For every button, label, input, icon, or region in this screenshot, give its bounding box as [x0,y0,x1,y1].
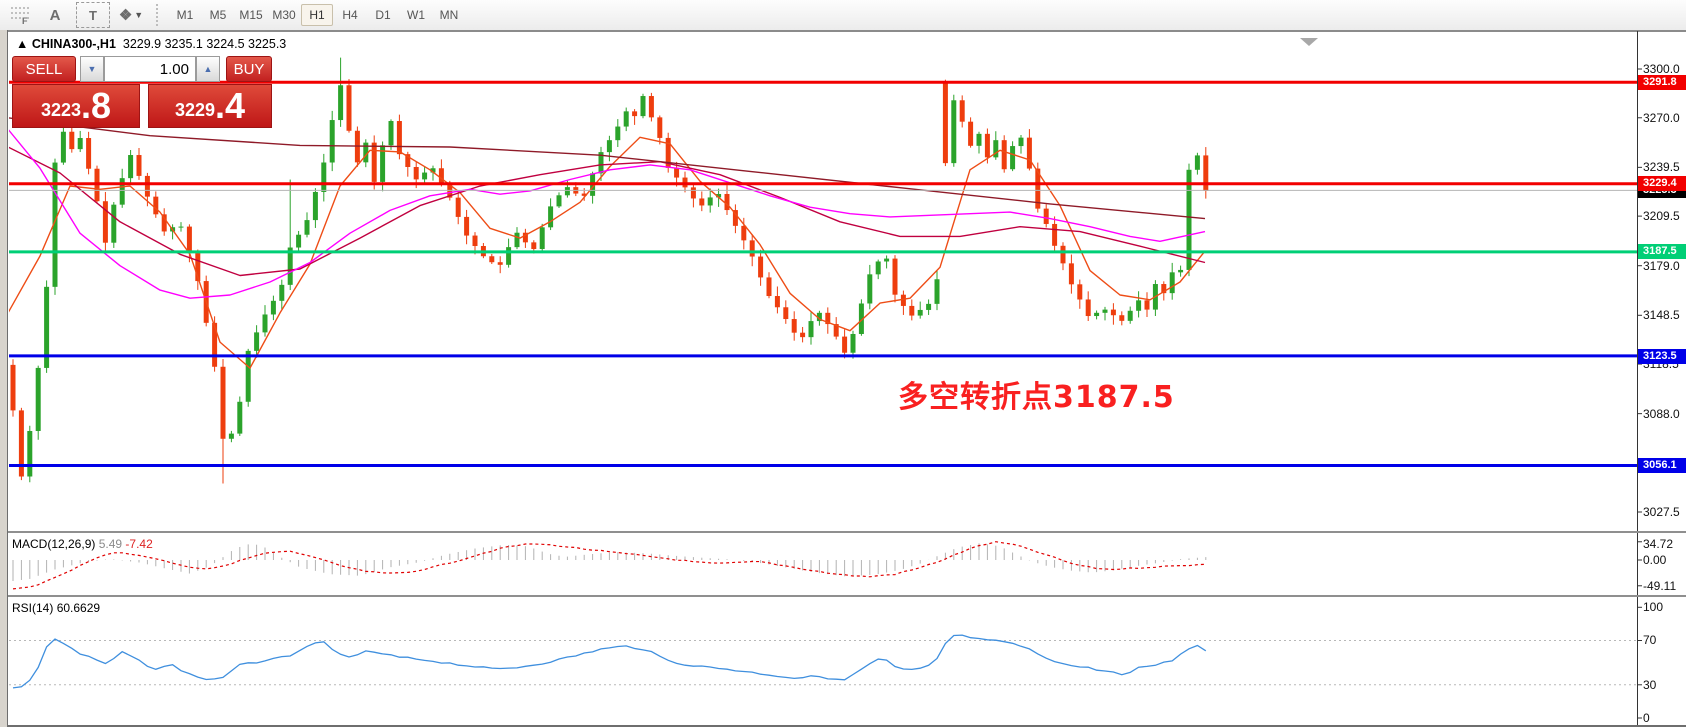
shapes-icon-glyph: ❖ [118,7,133,24]
tab-timeframe-mn[interactable]: MN [439,8,459,22]
price-badge-pivot: 3187.5 [1638,244,1686,259]
sell-quote[interactable]: 3223 .8 [12,84,140,128]
buy-price-main: 3229 [174,100,215,120]
ohlc-low: 3224.5 [206,37,245,51]
tab-timeframe-h4[interactable]: H4 [342,8,358,22]
macd-label: MACD(12,26,9) 5.49 -7.42 [12,537,153,551]
buy-quote[interactable]: 3229 .4 [148,84,272,128]
price-scale[interactable] [1638,31,1686,725]
fibonacci-icon-glyph: F [11,7,29,25]
rsi-panel-splitter[interactable] [8,595,1686,597]
sell-button[interactable]: SELL [12,56,76,82]
tab-timeframe-d1[interactable]: D1 [375,8,391,22]
collapse-arrow-icon[interactable]: ▲ [16,37,29,51]
price-badge-support-upper: 3123.5 [1638,349,1686,364]
tab-timeframe-h1[interactable]: H1 [301,4,333,26]
text-box-icon[interactable]: T [76,2,110,28]
rsi-name: RSI(14) [12,601,54,615]
ohlc-open: 3229.9 [122,37,162,51]
svg-text:F: F [22,16,28,25]
left-gutter [0,30,8,727]
price-tick: 3239.5 [1643,160,1680,174]
macd-scale-max: 34.72 [1643,537,1674,551]
volume-input[interactable] [104,56,196,82]
symbol-timeframe-label: CHINA300-,H1 [31,37,116,51]
chart-title: ▲ CHINA300-,H1 3229.9 3235.1 3224.5 3225… [16,37,286,51]
pivot-annotation: 多空转折点3187.5 [898,380,1175,415]
rsi-scale-0: 0 [1643,711,1650,725]
ohlc-close: 3225.3 [248,37,287,51]
price-tick: 3209.5 [1643,209,1680,223]
price-tick: 3179.0 [1643,259,1680,273]
window-bottom-border [8,725,1686,727]
sell-price-fraction: .8 [81,85,112,126]
text-label-icon[interactable]: A [49,6,61,24]
rsi-scale-70: 70 [1643,633,1657,647]
macd-panel-splitter[interactable] [8,531,1686,533]
fibonacci-icon[interactable]: F [8,3,34,27]
price-tick: 3270.0 [1643,111,1680,125]
volume-increase-button[interactable]: ▲ [196,56,220,82]
rsi-scale-100: 100 [1643,600,1664,614]
sell-price-main: 3223 [40,100,81,120]
rsi-value: 60.6629 [56,601,101,615]
rsi-scale-30: 30 [1643,678,1657,692]
buy-button[interactable]: BUY [226,56,272,82]
toolbar-separator [156,4,159,26]
tab-timeframe-w1[interactable]: W1 [407,8,425,22]
macd-signal-value: -7.42 [125,537,153,551]
ohlc-high: 3235.1 [164,37,203,51]
buy-price-fraction: .4 [215,85,246,126]
tab-timeframe-m30[interactable]: M30 [272,8,296,22]
price-tick: 3300.0 [1643,62,1680,76]
shapes-icon[interactable]: ❖ ▼ [118,3,144,27]
toolbar: F A T ❖ ▼ M1 M5 M15 M30 H1 H4 D1 W1 MN [0,0,1686,31]
price-badge-resistance-upper: 3291.8 [1638,75,1686,90]
macd-name: MACD(12,26,9) [12,537,96,551]
macd-main-value: 5.49 [98,537,123,551]
tab-timeframe-m5[interactable]: M5 [209,8,227,22]
price-badge-resistance-lower: 3229.4 [1638,176,1686,191]
tab-timeframe-m1[interactable]: M1 [176,8,194,22]
tab-timeframe-m15[interactable]: M15 [239,8,263,22]
chevron-down-icon: ▼ [134,10,144,20]
price-tick: 3088.0 [1643,407,1680,421]
price-badge-support-lower: 3056.1 [1638,458,1686,473]
price-tick: 3148.5 [1643,308,1680,322]
macd-scale-min: -49.11 [1643,579,1677,593]
price-tick: 3027.5 [1643,505,1680,519]
rsi-label: RSI(14) 60.6629 [12,601,100,615]
volume-decrease-button[interactable]: ▼ [80,56,104,82]
chart-canvas[interactable] [8,30,1686,727]
macd-scale-zero: 0.00 [1643,553,1667,567]
